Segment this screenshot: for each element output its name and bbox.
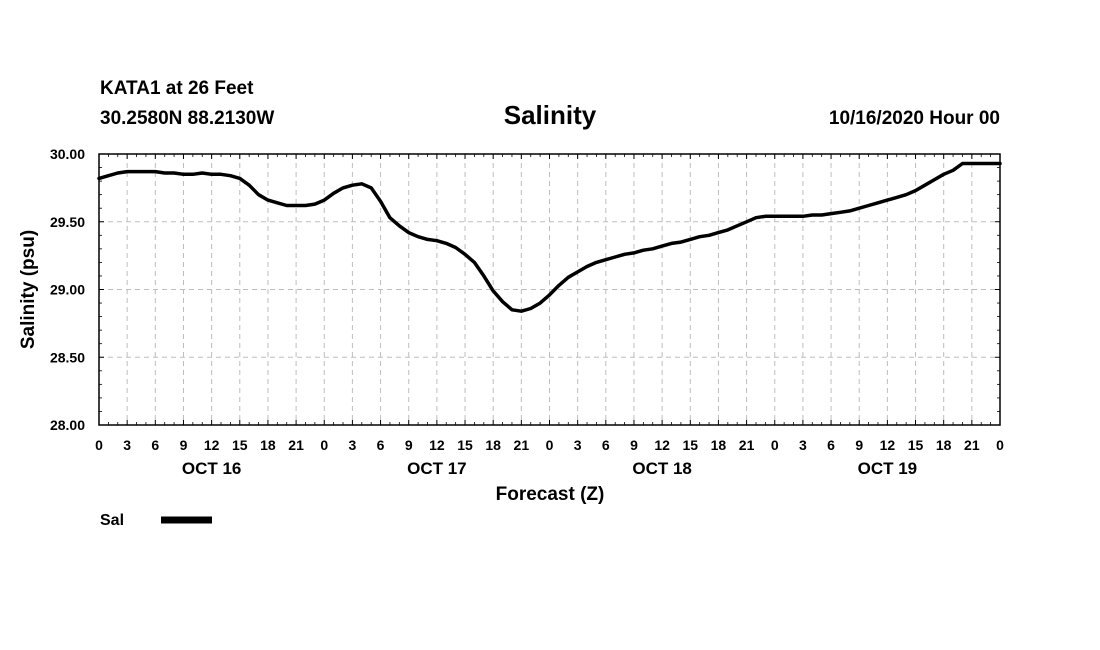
x-tick-label: 3: [799, 437, 807, 453]
x-tick-label: 15: [682, 437, 698, 453]
x-tick-label: 12: [204, 437, 220, 453]
x-tick-label: 6: [377, 437, 385, 453]
day-label: OCT 17: [407, 459, 467, 478]
day-label: OCT 16: [182, 459, 242, 478]
y-tick-label: 29.50: [50, 214, 85, 230]
x-axis-title: Forecast (Z): [496, 484, 605, 505]
timestamp-label: 10/16/2020 Hour 00: [829, 108, 1000, 129]
day-labels: OCT 16 OCT 17 OCT 18 OCT 19: [182, 459, 917, 478]
x-tick-label: 21: [964, 437, 980, 453]
legend: Sal: [100, 512, 212, 529]
x-tick-label: 0: [320, 437, 328, 453]
x-tick-label: 12: [429, 437, 445, 453]
x-tick-labels: 0 3 6 9 12 15 18 21 0 3 6 9 12 15 18 21 0 3 6 9 12 15 18 21 0 3 6 9…: [95, 437, 1004, 453]
x-tick-label: 15: [232, 437, 248, 453]
day-label: OCT 19: [858, 459, 918, 478]
x-tick-label: 6: [151, 437, 159, 453]
y-axis-title: Salinity (psu): [18, 230, 39, 349]
station-label: KATA1 at 26 Feet: [100, 78, 254, 99]
x-tick-label: 9: [855, 437, 863, 453]
day-label: OCT 18: [632, 459, 692, 478]
x-tick-label: 21: [739, 437, 755, 453]
x-tick-label: 3: [349, 437, 357, 453]
plot-frame: [98, 153, 1001, 426]
x-tick-label: 18: [936, 437, 952, 453]
coords-label: 30.2580N 88.2130W: [100, 108, 274, 129]
series-line-sal: [97, 161, 1002, 313]
x-tick-label: 18: [485, 437, 501, 453]
chart-title: Salinity: [504, 100, 597, 130]
x-tick-label: 0: [771, 437, 779, 453]
x-tick-label: 9: [630, 437, 638, 453]
x-tick-label: 3: [123, 437, 131, 453]
x-tick-label: 9: [405, 437, 413, 453]
y-tick-label: 30.00: [50, 146, 85, 162]
y-tick-label: 28.00: [50, 417, 85, 433]
x-tick-label: 6: [827, 437, 835, 453]
x-tick-label: 15: [908, 437, 924, 453]
x-tick-label: 18: [711, 437, 727, 453]
legend-label-sal: Sal: [100, 512, 124, 529]
x-tick-label: 18: [260, 437, 276, 453]
x-tick-label: 6: [602, 437, 610, 453]
x-tick-label: 0: [996, 437, 1004, 453]
x-tick-label: 12: [880, 437, 896, 453]
y-tick-label: 28.50: [50, 349, 85, 365]
x-tick-label: 9: [180, 437, 188, 453]
x-tick-label: 15: [457, 437, 473, 453]
x-tick-label: 0: [95, 437, 103, 453]
grid-lines: [99, 154, 1000, 425]
x-tick-label: 21: [514, 437, 530, 453]
y-tick-labels: 28.00 28.50 29.00 29.50 30.00: [50, 146, 85, 433]
series-group: [97, 161, 1002, 313]
x-tick-label: 21: [288, 437, 304, 453]
y-tick-label: 29.00: [50, 282, 85, 298]
x-tick-label: 3: [574, 437, 582, 453]
x-tick-label: 0: [546, 437, 554, 453]
x-tick-label: 12: [654, 437, 670, 453]
